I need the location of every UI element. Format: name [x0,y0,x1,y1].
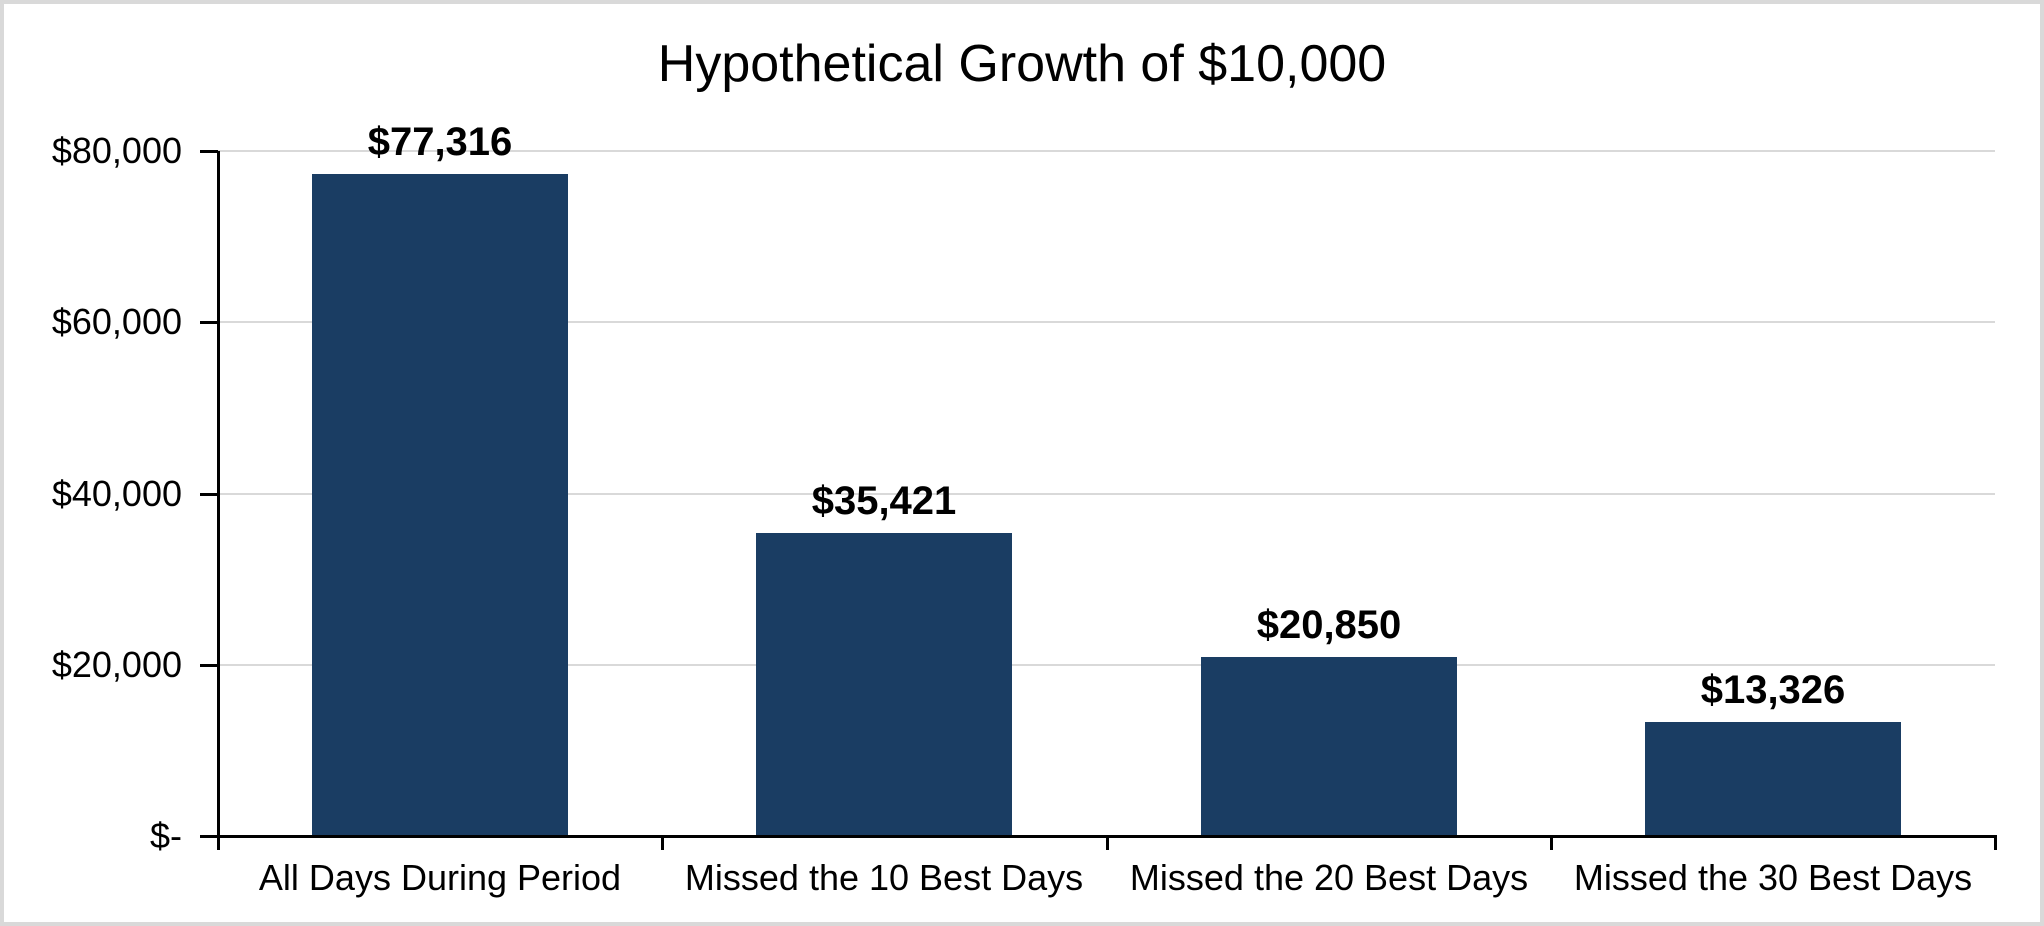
x-axis-tick [1994,838,1997,850]
x-axis-tick [217,838,220,850]
chart-title: Hypothetical Growth of $10,000 [657,35,1387,93]
plot-area: $77,316 $35,421 $20,850 $13,326 $80,000 $60,0… [4,4,2040,922]
bar-value-label: $77,316 [367,120,513,164]
bar-value-label: $35,421 [811,479,957,523]
y-axis-tick [200,150,218,153]
gridline [218,664,1995,666]
y-axis-tick [200,321,218,324]
y-axis-tick [200,664,218,667]
bar-value-label: $20,850 [1256,603,1402,647]
bar [756,533,1012,836]
gridline [218,150,1995,152]
x-axis-tick [661,838,664,850]
y-axis-tick [200,493,218,496]
y-axis-tick [200,835,218,838]
y-axis-tick-label: $20,000 [51,644,182,685]
bar [312,174,568,836]
x-axis-category-label: Missed the 20 Best Days [1129,857,1529,898]
y-axis-tick-label: $40,000 [51,473,182,514]
bar [1201,657,1457,836]
x-axis-category-label: All Days During Period [258,857,622,898]
y-axis-line [217,151,220,838]
x-axis-tick [1550,838,1553,850]
x-axis-tick [1106,838,1109,850]
x-axis-category-label: Missed the 30 Best Days [1573,857,1973,898]
y-axis-tick-label: $80,000 [51,130,182,171]
bar [1645,722,1901,836]
gridline [218,321,1995,323]
x-axis-line [200,835,1997,838]
y-axis-tick-label: $- [149,815,182,856]
y-axis-tick-label: $60,000 [51,301,182,342]
x-axis-category-label: Missed the 10 Best Days [684,857,1084,898]
gridline [218,493,1995,495]
bar-value-label: $13,326 [1700,668,1846,712]
